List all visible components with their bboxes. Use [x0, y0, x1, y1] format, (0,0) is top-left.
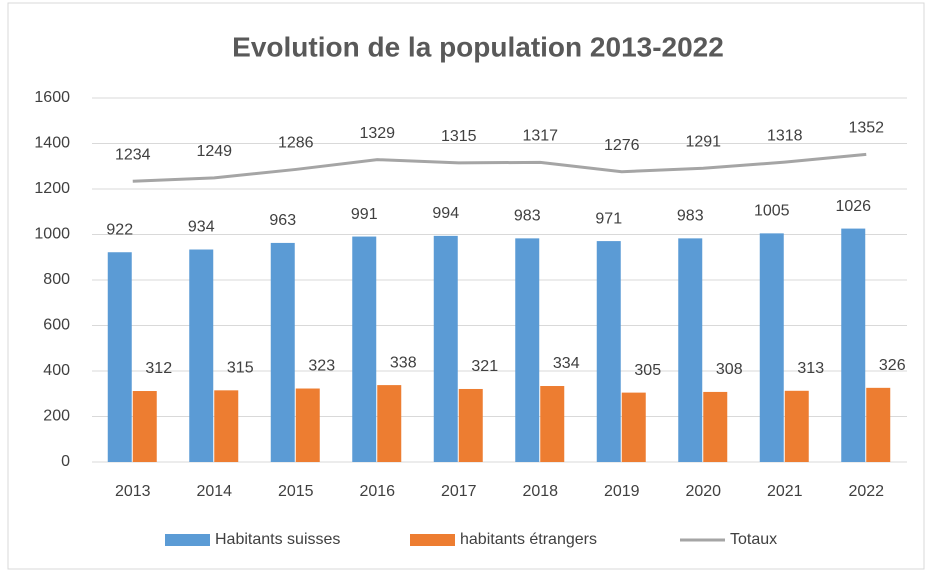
legend-swatch	[410, 534, 455, 546]
bar	[377, 385, 402, 462]
data-label: 1329	[359, 125, 395, 142]
legend-label: Habitants suisses	[215, 531, 340, 548]
bar	[678, 238, 703, 462]
data-label: 1352	[848, 120, 884, 137]
data-label: 313	[797, 360, 824, 377]
x-tick-label: 2016	[359, 483, 395, 500]
data-label: 323	[308, 358, 335, 375]
bar	[540, 386, 565, 462]
data-label: 1249	[196, 143, 232, 160]
data-label: 334	[553, 355, 580, 372]
data-label: 326	[879, 357, 906, 374]
data-label: 305	[634, 362, 661, 379]
data-label: 1026	[835, 198, 871, 215]
bar	[759, 233, 784, 462]
x-tick-label: 2013	[115, 483, 151, 500]
bar	[596, 241, 621, 462]
bar	[703, 391, 728, 462]
chart-title: Evolution de la population 2013-2022	[232, 31, 724, 62]
bar	[433, 235, 458, 462]
bar	[189, 249, 214, 462]
data-label: 1315	[441, 128, 477, 145]
data-label: 991	[351, 206, 378, 223]
data-label: 308	[716, 361, 743, 378]
line	[132, 152, 867, 183]
x-tick-label: 2014	[196, 483, 232, 500]
y-tick-label: 1400	[34, 135, 70, 152]
x-tick-label: 2020	[685, 483, 721, 500]
data-label: 963	[269, 212, 296, 229]
y-tick-label: 1000	[34, 226, 70, 243]
data-label: 321	[471, 358, 498, 375]
data-label: 1286	[278, 135, 314, 152]
y-tick-label: 0	[61, 453, 70, 470]
data-label: 1276	[604, 137, 640, 154]
bar	[214, 390, 239, 462]
data-label: 315	[227, 360, 254, 377]
bar	[841, 228, 866, 462]
data-label: 338	[390, 354, 417, 371]
legend-label: Totaux	[730, 531, 777, 548]
data-label: 1291	[685, 134, 721, 151]
x-tick-label: 2015	[278, 483, 314, 500]
data-label: 922	[106, 221, 133, 238]
legend-swatch	[165, 534, 210, 546]
x-tick-label: 2018	[522, 483, 558, 500]
bar	[295, 388, 320, 462]
x-tick-label: 2019	[604, 483, 640, 500]
x-tick-label: 2017	[441, 483, 477, 500]
data-label: 934	[188, 219, 215, 236]
bar	[784, 390, 809, 462]
bar	[270, 242, 295, 462]
data-label: 1234	[115, 146, 151, 163]
x-tick-label: 2021	[767, 483, 803, 500]
data-label: 1317	[522, 128, 558, 145]
data-label: 971	[595, 210, 622, 227]
data-label: 994	[432, 205, 459, 222]
bar	[352, 236, 377, 462]
bar	[515, 238, 540, 462]
y-tick-label: 400	[43, 362, 70, 379]
data-label: 1005	[754, 203, 790, 220]
data-label: 1318	[767, 127, 803, 144]
data-label: 983	[514, 208, 541, 225]
bar	[866, 387, 891, 462]
y-tick-label: 200	[43, 408, 70, 425]
data-label: 312	[145, 360, 172, 377]
bar	[107, 252, 132, 462]
bar	[458, 388, 483, 462]
legend-label: habitants étrangers	[460, 531, 597, 548]
y-tick-label: 1200	[34, 180, 70, 197]
y-tick-label: 1600	[34, 89, 70, 106]
y-tick-label: 600	[43, 317, 70, 334]
x-tick-label: 2022	[848, 483, 884, 500]
bar	[132, 391, 157, 462]
data-label: 983	[677, 208, 704, 225]
y-tick-label: 800	[43, 271, 70, 288]
bar	[621, 392, 646, 462]
